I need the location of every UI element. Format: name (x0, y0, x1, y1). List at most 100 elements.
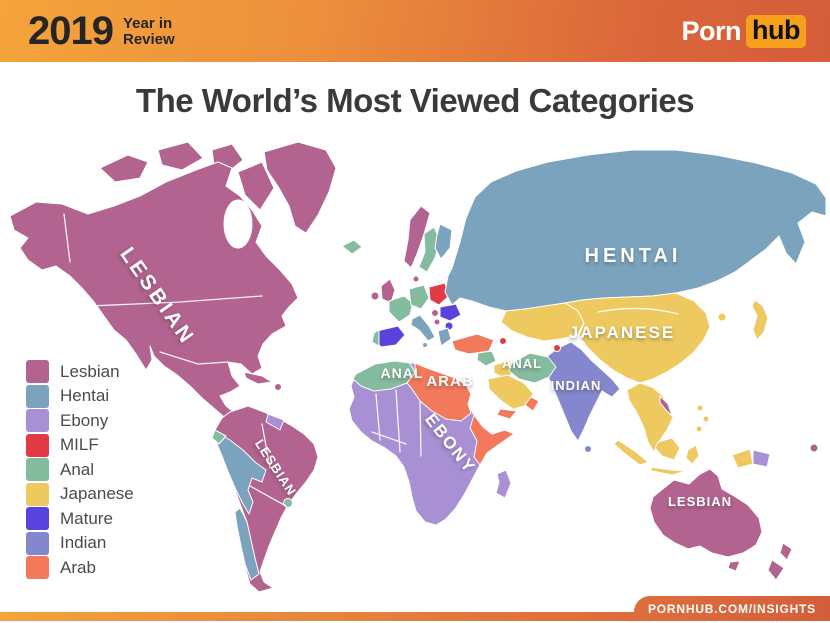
category-legend: Lesbian Hentai Ebony MILF Anal Japanese … (26, 360, 134, 581)
region-greenland (263, 141, 337, 234)
region-madagascar (495, 469, 512, 499)
region-hungary (431, 309, 439, 317)
region-balkans (433, 318, 441, 326)
border-mongolia (597, 307, 679, 315)
border-alaska-canada (63, 213, 71, 263)
region-south-america (214, 405, 319, 593)
region-greece (437, 327, 452, 347)
legend-label: Mature (60, 508, 113, 528)
region-guyanas (265, 413, 285, 431)
border-sa-1 (261, 423, 271, 469)
region-borneo (654, 437, 681, 461)
legend-color-swatch (26, 458, 49, 481)
region-uk (380, 278, 396, 304)
header-bar: 2019 Year in Review Porn hub (0, 0, 830, 62)
border-africa-4 (371, 431, 407, 445)
region-ireland (370, 291, 380, 301)
region-sicily (422, 342, 428, 348)
pornhub-logo: Porn hub (682, 15, 806, 48)
region-poland (428, 282, 450, 306)
legend-color-swatch (26, 482, 49, 506)
border-us-canada (89, 295, 263, 307)
region-italy (410, 314, 436, 342)
border-africa-1 (375, 393, 381, 441)
subtitle-line2: Review (122, 31, 175, 48)
legend-color-swatch (26, 507, 49, 530)
region-java (649, 466, 687, 476)
map-label-9-lesbian: LESBIAN (668, 494, 732, 509)
region-turkey (451, 333, 495, 355)
region-australia (649, 468, 763, 558)
region-baffin-island (237, 161, 275, 211)
legend-color-swatch (26, 384, 49, 408)
region-hispaniola (274, 383, 282, 391)
legend-label: MILF (60, 435, 99, 454)
map-label-1-hentai: HENTAI (585, 245, 682, 267)
region-romania (439, 303, 462, 322)
region-sulawesi (685, 444, 700, 465)
region-iceland (341, 239, 363, 255)
region-china-mongolia (564, 292, 711, 384)
region-syria (476, 350, 497, 367)
legend-label: Japanese (60, 484, 134, 503)
page-title: The World’s Most Viewed Categories (135, 82, 695, 119)
region-philippines-2 (702, 415, 710, 423)
hudson-bay-water (223, 199, 253, 249)
legend-item: Ebony (26, 409, 134, 432)
legend-label: Lesbian (60, 361, 120, 381)
region-japan (751, 299, 769, 341)
map-label-2-japanese: JAPANESE (569, 323, 675, 342)
legend-label: Anal (60, 459, 95, 479)
border-us-mexico (159, 351, 229, 365)
region-france (388, 295, 414, 323)
legend-item: Japanese (26, 482, 134, 506)
region-iraq (493, 360, 516, 380)
legend-label: Arab (60, 557, 96, 577)
legend-color-swatch (26, 433, 49, 457)
legend-item: Lesbian (26, 360, 134, 383)
region-denmark (412, 275, 420, 283)
region-horn-of-africa (469, 414, 515, 466)
region-sweden (418, 226, 441, 273)
logo-hub-badge: hub (746, 15, 806, 48)
region-central-asia (500, 302, 585, 342)
region-sri-lanka (584, 445, 592, 453)
region-norway (403, 205, 431, 269)
legend-label: Ebony (60, 410, 109, 430)
legend-item: Anal (26, 458, 134, 481)
legend-item: Arab (26, 556, 134, 579)
region-germany-central-europe (408, 284, 430, 310)
region-fiji (809, 443, 819, 453)
region-portugal (371, 329, 380, 347)
legend-item: Hentai (26, 384, 134, 408)
region-philippines-3 (695, 425, 703, 433)
footer-url-text: PORNHUB.COM/INSIGHTS (647, 601, 816, 616)
year-text: 2019 (28, 8, 114, 53)
region-nz-south (767, 559, 785, 581)
legend-label: Hentai (60, 386, 110, 405)
legend-item: Indian (26, 531, 134, 555)
region-arctic-island-1 (99, 154, 149, 183)
legend-label: Indian (60, 533, 107, 552)
region-cuba (243, 371, 273, 385)
region-ne-africa (406, 362, 472, 422)
region-yemen (496, 408, 518, 420)
region-russia (444, 149, 827, 312)
region-png-west (731, 448, 754, 469)
legend-color-swatch (26, 556, 49, 579)
region-tajikistan (553, 344, 561, 352)
region-arctic-island-2 (157, 141, 204, 171)
year-in-review-text: Year in Review (123, 16, 175, 48)
footer-bar (0, 612, 830, 621)
region-korea (717, 312, 727, 322)
map-label-4-arab: ARAB (426, 373, 473, 390)
region-nz-north (779, 542, 793, 561)
border-africa-3 (419, 401, 422, 457)
region-iran (508, 352, 557, 384)
legend-color-swatch (26, 531, 49, 555)
legend-item: MILF (26, 433, 134, 457)
region-caucasus (499, 337, 507, 345)
map-label-5-anal: ANAL (502, 356, 542, 371)
